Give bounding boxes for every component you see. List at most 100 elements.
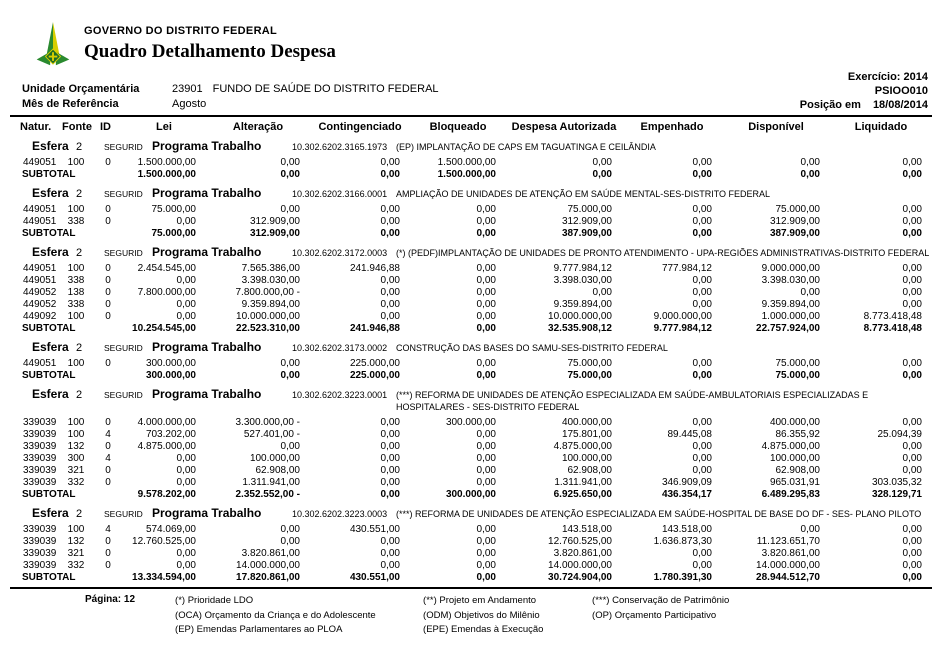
table-row: 449052 138 0 7.800.000,00 7.800.000,00 - 0,00…	[10, 287, 932, 299]
program-description: CONSTRUÇÃO DAS BASES DO SAMU-SES-DISTRIT…	[396, 343, 668, 353]
column-header-fonte: Fonte	[62, 121, 92, 133]
esfera-label: Esfera	[32, 387, 69, 401]
value-cell: 14.000.000,00	[548, 560, 612, 571]
subtotal-value-cell: 1.500.000,00	[137, 169, 196, 180]
esfera-label: Esfera	[32, 139, 69, 153]
value-cell: 0,00	[902, 216, 922, 227]
value-cell: 0,00	[692, 157, 712, 168]
subtotal-value-cell: 22.757.924,00	[756, 323, 820, 334]
subtotal-label: SUBTOTAL	[22, 489, 76, 500]
meta-left: Unidade Orçamentária 23901 FUNDO DE SAÚDE …	[22, 82, 439, 112]
fonte-cell: 332	[67, 560, 85, 571]
natur-cell: 449051	[23, 263, 57, 274]
subtotal-value-cell: 312.909,00	[249, 228, 300, 239]
esfera-value: 2	[76, 247, 83, 259]
value-cell: 86.355,92	[775, 429, 821, 440]
id-cell: 0	[105, 465, 111, 476]
value-cell: 1.311.941,00	[242, 477, 300, 488]
id-cell: 0	[105, 548, 111, 559]
value-cell: 300.000,00	[445, 417, 496, 428]
value-cell: 9.777.984,12	[553, 263, 612, 274]
program-work-code: 10.302.6202.3165.1973	[292, 142, 388, 152]
fonte-cell: 338	[67, 299, 85, 310]
natur-cell: 339039	[23, 548, 57, 559]
value-cell: 0,00	[476, 560, 496, 571]
esfera-row: Esfera 2 SEGURID Programa Trabalho 10.302.62…	[10, 340, 932, 354]
natur-cell: 339039	[23, 453, 57, 464]
value-cell: 25.094,39	[877, 429, 923, 440]
subtotal-value-cell: 225.000,00	[349, 370, 400, 381]
value-cell: 0,00	[692, 465, 712, 476]
subtotal-value-cell: 430.551,00	[349, 572, 400, 583]
report-code: PSIOO010	[874, 85, 928, 97]
program-work-code: 10.302.6202.3223.0001	[292, 390, 388, 400]
value-cell: 3.820.861,00	[761, 548, 820, 559]
value-cell: 0,00	[692, 560, 712, 571]
value-cell: 10.000.000,00	[236, 311, 300, 322]
esfera-row: Esfera 2 SEGURID Programa Trabalho 10.302.62…	[10, 186, 932, 200]
table-row: 339039 132 0 12.760.525,00 0,00 0,00 0,00 12.76…	[10, 536, 932, 548]
subtotal-value-cell: 75.000,00	[151, 228, 197, 239]
value-cell: 4.875.000,00	[137, 441, 196, 452]
fonte-cell: 100	[67, 157, 85, 168]
value-cell: 2.454.545,00	[137, 263, 196, 274]
value-cell: 0,00	[280, 358, 300, 369]
value-cell: 703.202,00	[145, 429, 196, 440]
id-cell: 4	[105, 524, 111, 535]
value-cell: 0,00	[592, 287, 612, 298]
natur-cell: 449051	[23, 204, 57, 215]
value-cell: 0,00	[800, 157, 820, 168]
value-cell: 0,00	[800, 287, 820, 298]
subtotal-value-cell: 75.000,00	[567, 370, 613, 381]
value-cell: 0,00	[902, 287, 922, 298]
subtotal-value-cell: 9.578.202,00	[137, 489, 196, 500]
value-cell: 14.000.000,00	[756, 560, 820, 571]
esfera-label: Esfera	[32, 186, 69, 200]
value-cell: 574.069,00	[145, 524, 196, 535]
subtotal-value-cell: 328.129,71	[871, 489, 922, 500]
natur-cell: 339039	[23, 429, 57, 440]
page-title: Quadro Detalhamento Despesa	[84, 41, 336, 62]
program-work-label: Programa Trabalho	[152, 186, 262, 200]
program-work-label: Programa Trabalho	[152, 340, 262, 354]
table-body: Esfera 2 SEGURID Programa Trabalho 10.302.62…	[10, 139, 932, 584]
value-cell: 0,00	[380, 216, 400, 227]
legend-column-3: (***) Conservação de Patrimônio (OP) Orç…	[592, 594, 729, 623]
value-cell: 0,00	[902, 560, 922, 571]
reference-month-value: Agosto	[172, 98, 207, 110]
value-cell: 0,00	[692, 275, 712, 286]
natur-cell: 339039	[23, 524, 57, 535]
meta-right: Exercício: 2014 PSIOO010 Posição em 18/08…	[800, 70, 928, 112]
fonte-cell: 132	[67, 536, 85, 547]
value-cell: 4.875.000,00	[761, 441, 820, 452]
report-brand: GOVERNO DO DISTRITO FEDERAL Quadro Detal…	[34, 22, 932, 70]
subtotal-label: SUBTOTAL	[22, 228, 76, 239]
esfera-row: Esfera 2 SEGURID Programa Trabalho 10.302.62…	[10, 139, 932, 153]
value-cell: 241.946,88	[349, 263, 400, 274]
regime-label: SEGURID	[104, 343, 143, 353]
value-cell: 0,00	[476, 465, 496, 476]
value-cell: 0,00	[380, 417, 400, 428]
value-cell: 0,00	[692, 453, 712, 464]
column-header-lei: Lei	[156, 121, 172, 133]
legend-item: (***) Conservação de Patrimônio	[592, 595, 730, 606]
legend-item: (OCA) Orçamento da Criança e do Adolesce…	[175, 609, 376, 621]
value-cell: 1.636.873,30	[653, 536, 712, 547]
fonte-cell: 100	[67, 524, 85, 535]
subtotal-value-cell: 9.777.984,12	[653, 323, 712, 334]
value-cell: 0,00	[800, 524, 820, 535]
id-cell: 0	[105, 216, 111, 227]
value-cell: 0,00	[476, 216, 496, 227]
natur-cell: 449051	[23, 358, 57, 369]
subtotal-value-cell: 28.944.512,70	[756, 572, 820, 583]
value-cell: 1.500.000,00	[437, 157, 496, 168]
value-cell: 0,00	[176, 548, 196, 559]
value-cell: 0,00	[476, 204, 496, 215]
subtotal-value-cell: 6.489.295,83	[761, 489, 820, 500]
table-row: 449051 100 0 2.454.545,00 7.565.386,00 241.94…	[10, 263, 932, 275]
regime-label: SEGURID	[104, 509, 143, 519]
value-cell: 0,00	[380, 299, 400, 310]
value-cell: 0,00	[476, 358, 496, 369]
budget-group: Esfera 2 SEGURID Programa Trabalho 10.302.62…	[10, 139, 932, 181]
table-row: 339039 300 4 0,00 100.000,00 0,00 0,00 100.000,…	[10, 453, 932, 465]
